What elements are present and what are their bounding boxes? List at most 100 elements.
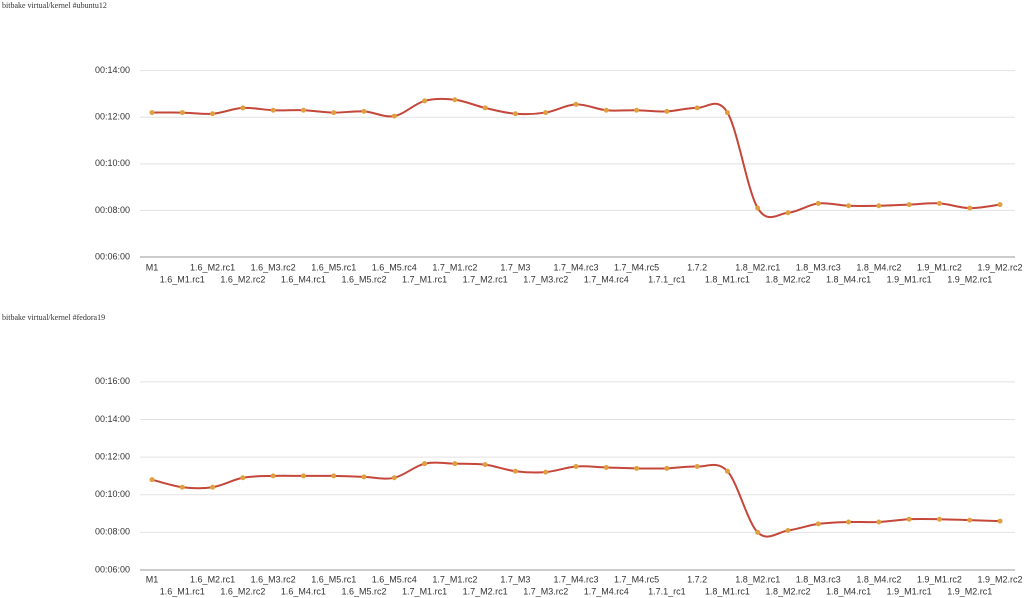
- x-tick-label: 1.6_M5.rc1: [311, 574, 356, 584]
- x-tick-label: 1.7_M3.rc2: [523, 586, 568, 596]
- y-tick-label: 00:14:00: [95, 65, 130, 75]
- x-tick-label: M1: [146, 262, 159, 272]
- point: [785, 210, 791, 216]
- x-tick-label: 1.6_M5.rc4: [372, 574, 417, 584]
- point: [270, 107, 276, 113]
- point: [573, 464, 579, 469]
- x-tick-label: 1.9_M2.rc1: [947, 586, 992, 596]
- x-tick-label: 1.7.1_rc1: [648, 274, 686, 284]
- x-tick-label: 1.9_M2.rc2: [977, 574, 1022, 584]
- point: [876, 519, 882, 525]
- y-tick-label: 00:06:00: [95, 251, 130, 261]
- point: [422, 98, 428, 104]
- point: [694, 105, 700, 111]
- x-tick-label: 1.8_M1.rc1: [705, 274, 750, 284]
- point: [846, 203, 852, 209]
- x-tick-label: 1.8_M2.rc1: [735, 262, 780, 272]
- point: [936, 516, 942, 522]
- point: [543, 110, 549, 116]
- point: [573, 101, 579, 107]
- point: [846, 519, 852, 525]
- x-tick-label: 1.6_M5.rc2: [341, 274, 386, 284]
- series-line: [151, 461, 1001, 538]
- series-line: [151, 97, 1001, 219]
- point: [603, 464, 609, 470]
- x-tick-label: 1.8_M1.rc1: [705, 586, 750, 596]
- point: [967, 205, 973, 211]
- x-tick-label: 1.8_M4.rc2: [856, 262, 901, 272]
- x-tick-label: 1.7.1_rc1: [648, 586, 686, 596]
- x-tick-label: 1.6_M2.rc1: [190, 574, 235, 584]
- point: [270, 473, 276, 479]
- x-tick-label: 1.9_M1.rc1: [887, 274, 932, 284]
- point: [512, 111, 518, 117]
- x-tick-label: 1.8_M2.rc1: [735, 574, 780, 584]
- point: [815, 200, 821, 206]
- point: [755, 205, 761, 211]
- point: [240, 475, 246, 481]
- point: [361, 108, 367, 114]
- x-tick-label: 1.6_M4.rc1: [281, 274, 326, 284]
- x-tick-label: 1.9_M2.rc1: [947, 274, 992, 284]
- point: [482, 105, 488, 111]
- point: [997, 518, 1003, 524]
- x-tick-label: 1.9_M1.rc2: [917, 262, 962, 272]
- point: [876, 203, 882, 209]
- point: [936, 200, 942, 206]
- x-tick-label: 1.8_M4.rc1: [826, 274, 871, 284]
- point: [724, 468, 730, 474]
- point: [149, 110, 155, 116]
- point: [694, 464, 700, 469]
- x-tick-label: 1.7_M4.rc5: [614, 262, 659, 272]
- x-tick-label: 1.7_M4.rc5: [614, 574, 659, 584]
- x-tick-label: 1.7.2: [687, 262, 707, 272]
- x-tick-label: M1: [146, 574, 159, 584]
- y-tick-label: 00:10:00: [95, 489, 130, 499]
- x-tick-label: 1.7_M1.rc1: [402, 586, 447, 596]
- x-tick-label: 1.8_M2.rc2: [765, 586, 810, 596]
- y-tick-label: 00:08:00: [95, 205, 130, 215]
- point: [634, 465, 640, 471]
- x-tick-label: 1.7_M1.rc2: [432, 574, 477, 584]
- x-tick-label: 1.7_M3: [500, 262, 530, 272]
- point: [967, 517, 973, 523]
- y-tick-label: 00:08:00: [95, 527, 130, 537]
- point: [906, 516, 912, 522]
- x-tick-label: 1.9_M1.rc1: [887, 586, 932, 596]
- x-tick-label: 1.7_M4.rc3: [553, 574, 598, 584]
- point: [240, 105, 246, 111]
- x-tick-label: 1.9_M1.rc2: [917, 574, 962, 584]
- x-tick-label: 1.8_M4.rc1: [826, 586, 871, 596]
- x-tick-label: 1.6_M5.rc4: [372, 262, 417, 272]
- x-tick-label: 1.7_M1.rc1: [402, 274, 447, 284]
- point: [149, 477, 155, 483]
- point: [210, 484, 216, 490]
- point: [179, 484, 185, 490]
- chart-title: bitbake virtual/kernel #fedora19: [2, 313, 105, 322]
- x-tick-label: 1.6_M4.rc1: [281, 586, 326, 596]
- point: [785, 527, 791, 533]
- y-tick-label: 00:12:00: [95, 451, 130, 461]
- point: [755, 529, 761, 535]
- x-tick-label: 1.6_M1.rc1: [160, 586, 205, 596]
- x-tick-label: 1.6_M3.rc2: [251, 262, 296, 272]
- point: [724, 110, 730, 116]
- x-tick-label: 1.6_M2.rc1: [190, 262, 235, 272]
- x-tick-label: 1.7_M3: [500, 574, 530, 584]
- point: [391, 113, 397, 119]
- point: [300, 107, 306, 113]
- point: [512, 468, 518, 474]
- y-tick-label: 00:16:00: [95, 376, 130, 386]
- x-tick-label: 1.6_M2.rc2: [220, 274, 265, 284]
- x-tick-label: 1.8_M3.rc3: [796, 574, 841, 584]
- y-tick-label: 00:14:00: [95, 414, 130, 424]
- point: [664, 465, 670, 471]
- x-tick-label: 1.7_M4.rc4: [584, 274, 629, 284]
- x-tick-label: 1.7_M3.rc2: [523, 274, 568, 284]
- y-tick-label: 00:12:00: [95, 112, 130, 122]
- chart-title: bitbake virtual/kernel #ubuntu12: [2, 1, 107, 10]
- point: [391, 475, 397, 481]
- x-tick-label: 1.7_M4.rc4: [584, 586, 629, 596]
- x-tick-label: 1.7_M2.rc1: [463, 274, 508, 284]
